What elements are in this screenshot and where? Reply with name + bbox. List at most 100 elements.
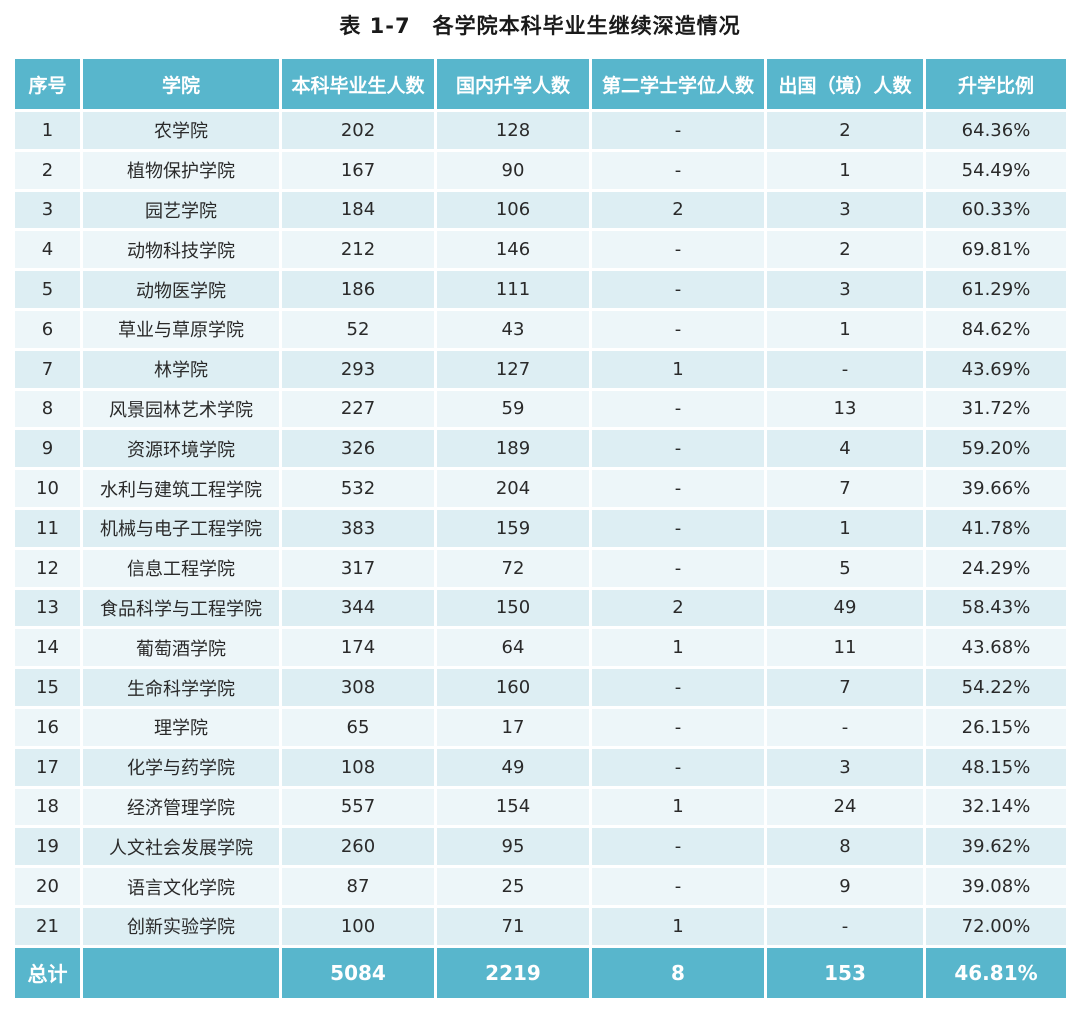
cell-graduates: 52 — [282, 310, 434, 348]
cell-domestic: 17 — [437, 708, 589, 746]
cell-second-degree: - — [592, 708, 764, 746]
cell-abroad: - — [767, 907, 923, 945]
cell-graduates: 227 — [282, 390, 434, 428]
cell-college: 林学院 — [83, 350, 279, 388]
cell-domestic: 160 — [437, 669, 589, 706]
cell-abroad: 1 — [767, 509, 923, 547]
cell-ratio: 43.68% — [926, 629, 1066, 667]
cell-college: 理学院 — [83, 708, 279, 746]
cell-abroad: - — [767, 350, 923, 388]
table-row: 21 创新实验学院 100 71 1-72.00% — [15, 907, 1066, 945]
cell-index: 13 — [15, 589, 80, 627]
cell-ratio: 48.15% — [926, 748, 1066, 786]
cell-ratio: 43.69% — [926, 350, 1066, 388]
cell-domestic: 95 — [437, 828, 589, 866]
cell-domestic: 150 — [437, 589, 589, 627]
table-row: 3 园艺学院 184 106 2 3 60.33% — [15, 191, 1066, 229]
cell-ratio: 39.66% — [926, 470, 1066, 507]
cell-ratio: 39.08% — [926, 868, 1066, 905]
cell-second-degree: - — [592, 549, 764, 587]
cell-domestic: 90 — [437, 151, 589, 189]
cell-ratio: 41.78% — [926, 509, 1066, 547]
cell-domestic: 25 — [437, 868, 589, 905]
cell-ratio: 26.15% — [926, 708, 1066, 746]
total-empty-cell — [83, 947, 279, 998]
cell-abroad: 3 — [767, 271, 923, 308]
cell-second-degree: - — [592, 112, 764, 149]
cell-ratio: 32.14% — [926, 788, 1066, 826]
table-row: 16 理学院 65 17- -26.15% — [15, 708, 1066, 746]
cell-abroad: 3 — [767, 191, 923, 229]
cell-ratio: 72.00% — [926, 907, 1066, 945]
cell-abroad: 24 — [767, 788, 923, 826]
cell-index: 19 — [15, 828, 80, 866]
table-row: 17 化学与药学院 108 49-3 48.15% — [15, 748, 1066, 786]
cell-abroad: 2 — [767, 231, 923, 269]
cell-college: 葡萄酒学院 — [83, 629, 279, 667]
cell-college: 资源环境学院 — [83, 430, 279, 468]
cell-college: 人文社会发展学院 — [83, 828, 279, 866]
cell-domestic: 49 — [437, 748, 589, 786]
total-domestic: 2219 — [437, 947, 589, 998]
header-second-degree: 第二学士学位人数 — [592, 59, 764, 109]
cell-graduates: 87 — [282, 868, 434, 905]
header-abroad: 出国（境）人数 — [767, 59, 923, 109]
table-row: 11 机械与电子工程学院 383 159-1 41.78% — [15, 509, 1066, 547]
cell-abroad: 7 — [767, 470, 923, 507]
cell-graduates: 65 — [282, 708, 434, 746]
cell-domestic: 127 — [437, 350, 589, 388]
cell-ratio: 39.62% — [926, 828, 1066, 866]
table-row: 19 人文社会发展学院 260 95-8 39.62% — [15, 828, 1066, 866]
cell-domestic: 71 — [437, 907, 589, 945]
cell-index: 1 — [15, 112, 80, 149]
cell-abroad: 2 — [767, 112, 923, 149]
cell-college: 语言文化学院 — [83, 868, 279, 905]
cell-second-degree: - — [592, 868, 764, 905]
cell-second-degree: 1 — [592, 350, 764, 388]
cell-abroad: 4 — [767, 430, 923, 468]
cell-domestic: 159 — [437, 509, 589, 547]
header-graduates: 本科毕业生人数 — [282, 59, 434, 109]
table-row: 20 语言文化学院 87 25-9 39.08% — [15, 868, 1066, 905]
cell-second-degree: - — [592, 151, 764, 189]
cell-ratio: 69.81% — [926, 231, 1066, 269]
cell-second-degree: - — [592, 828, 764, 866]
cell-abroad: - — [767, 708, 923, 746]
cell-index: 21 — [15, 907, 80, 945]
cell-index: 2 — [15, 151, 80, 189]
header-college: 学院 — [83, 59, 279, 109]
cell-college: 信息工程学院 — [83, 549, 279, 587]
total-label: 总计 — [15, 947, 80, 998]
cell-abroad: 8 — [767, 828, 923, 866]
cell-ratio: 59.20% — [926, 430, 1066, 468]
header-ratio: 升学比例 — [926, 59, 1066, 109]
table-row: 2 植物保护学院 167 90-1 54.49% — [15, 151, 1066, 189]
cell-domestic: 64 — [437, 629, 589, 667]
cell-college: 食品科学与工程学院 — [83, 589, 279, 627]
cell-second-degree: 2 — [592, 589, 764, 627]
header-row: 序号 学院 本科毕业生人数 国内升学人数 第二学士学位人数 出国（境）人数 升学… — [15, 59, 1066, 109]
cell-second-degree: - — [592, 390, 764, 428]
cell-college: 经济管理学院 — [83, 788, 279, 826]
cell-ratio: 54.22% — [926, 669, 1066, 706]
table-row: 4 动物科技学院 212 146-2 69.81% — [15, 231, 1066, 269]
cell-graduates: 293 — [282, 350, 434, 388]
cell-second-degree: - — [592, 310, 764, 348]
graduate-study-table: 序号 学院 本科毕业生人数 国内升学人数 第二学士学位人数 出国（境）人数 升学… — [12, 56, 1069, 1001]
header-index: 序号 — [15, 59, 80, 109]
cell-index: 6 — [15, 310, 80, 348]
cell-index: 18 — [15, 788, 80, 826]
cell-graduates: 108 — [282, 748, 434, 786]
table-row: 15 生命科学学院 308 160-7 54.22% — [15, 669, 1066, 706]
cell-abroad: 13 — [767, 390, 923, 428]
cell-index: 17 — [15, 748, 80, 786]
cell-domestic: 59 — [437, 390, 589, 428]
cell-college: 风景园林艺术学院 — [83, 390, 279, 428]
cell-index: 11 — [15, 509, 80, 547]
total-row: 总计 5084 2219 8 153 46.81% — [15, 947, 1066, 998]
cell-graduates: 326 — [282, 430, 434, 468]
cell-second-degree: - — [592, 231, 764, 269]
cell-graduates: 344 — [282, 589, 434, 627]
cell-college: 农学院 — [83, 112, 279, 149]
cell-domestic: 72 — [437, 549, 589, 587]
